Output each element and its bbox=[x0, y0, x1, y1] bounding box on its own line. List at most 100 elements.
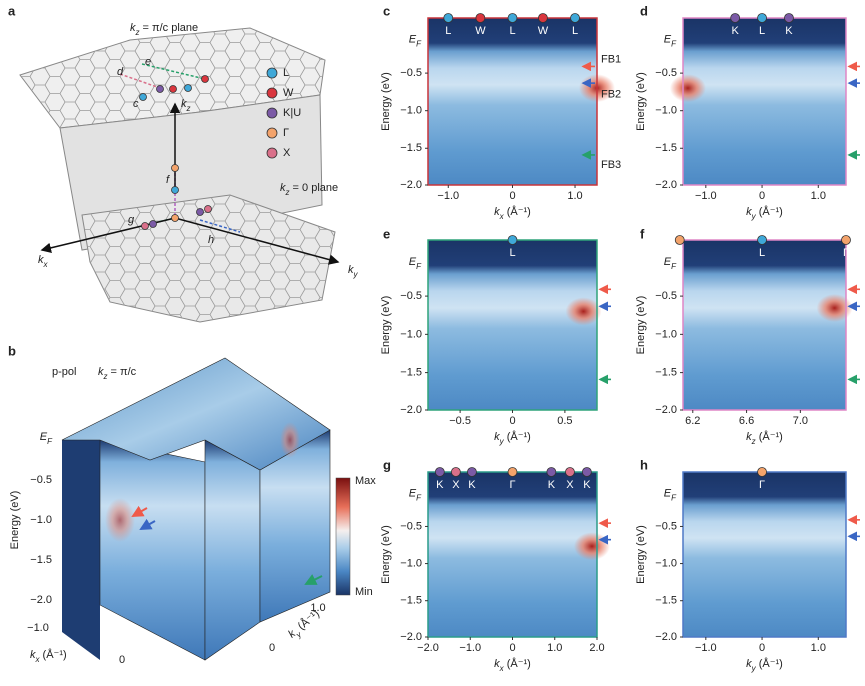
x-tick-label: 0 bbox=[759, 642, 765, 654]
path-letter: e bbox=[145, 56, 151, 68]
ef-tick: EF bbox=[664, 256, 677, 271]
panel-label: g bbox=[383, 457, 391, 472]
axis-label: kz bbox=[181, 98, 191, 113]
point-marker bbox=[757, 235, 767, 245]
point-marker bbox=[565, 467, 575, 477]
colorbar-label: Max bbox=[355, 475, 376, 487]
cube-3d bbox=[61, 357, 351, 661]
path-letter: f bbox=[166, 174, 170, 186]
path-letter: h bbox=[208, 234, 214, 246]
legend-label: W bbox=[283, 87, 294, 99]
ef-tick: EF bbox=[664, 34, 677, 49]
spectrum-map bbox=[428, 18, 597, 185]
axis-label-symbol: k bbox=[348, 264, 354, 276]
legend-dot bbox=[266, 147, 278, 159]
point-marker bbox=[841, 235, 851, 245]
axis-label: ky bbox=[348, 264, 359, 279]
y-tick-label: −2.0 bbox=[400, 404, 422, 416]
x-tick-label: −0.5 bbox=[449, 415, 471, 427]
point-label: K bbox=[785, 25, 793, 37]
y-axis-label: Energy (eV) bbox=[635, 296, 647, 355]
x-axis-label-sub: y bbox=[499, 437, 505, 446]
point-marker bbox=[546, 467, 557, 477]
x-axis-label-sub: x bbox=[499, 212, 505, 221]
colorbar-label: Min bbox=[355, 586, 373, 598]
point-label: Γ bbox=[677, 247, 683, 259]
legend-dot bbox=[266, 67, 278, 79]
x-axis-label-symbol: k bbox=[494, 431, 500, 443]
y-tick-label: −1.0 bbox=[400, 557, 422, 569]
intensity-spot bbox=[669, 74, 706, 103]
point-label: L bbox=[509, 25, 515, 37]
ef-tick-sub: F bbox=[671, 262, 677, 271]
x-tick-label: 0 bbox=[509, 190, 515, 202]
y-tick-label: −1.5 bbox=[655, 142, 677, 154]
point-marker bbox=[581, 467, 592, 477]
axis-label-sub: z bbox=[186, 104, 191, 113]
ef-tick: EF bbox=[409, 487, 422, 502]
point-marker bbox=[507, 467, 518, 477]
point-marker bbox=[538, 13, 548, 23]
ef-tick-sub: F bbox=[671, 39, 677, 48]
intensity-spot bbox=[565, 297, 602, 326]
x-tick-label: −1.0 bbox=[459, 642, 481, 654]
x-axis-label: ky (Å⁻¹) bbox=[746, 205, 783, 221]
y-tick-label: −1.5 bbox=[655, 595, 677, 607]
y-axis-label: Energy (eV) bbox=[380, 296, 392, 355]
x-tick-label: 1.0 bbox=[547, 642, 562, 654]
point-label: L bbox=[445, 25, 451, 37]
x-axis-label-symbol: k bbox=[494, 206, 500, 218]
x-tick-label: −1.0 bbox=[695, 190, 717, 202]
x-tick-label: 1.0 bbox=[811, 190, 826, 202]
bz-sketch bbox=[19, 27, 340, 323]
x-axis-label-sub: z bbox=[751, 437, 756, 446]
legend-dot bbox=[266, 127, 278, 139]
point-label: K bbox=[583, 479, 591, 491]
ef-tick: EF bbox=[409, 256, 422, 271]
y-tick-label: −0.5 bbox=[655, 520, 677, 532]
axis-label-symbol: k bbox=[38, 254, 44, 266]
x-axis-label-sub: x bbox=[35, 655, 41, 664]
plane-label-symbol: k bbox=[98, 366, 104, 378]
point-label: K bbox=[548, 479, 556, 491]
x-axis-label: kz (Å⁻¹) bbox=[746, 430, 783, 446]
x-tick-label: 6.2 bbox=[685, 415, 700, 427]
ef-tick-symbol: E bbox=[40, 431, 48, 443]
x-tick-label: −1.0 bbox=[27, 622, 49, 634]
y-tick-label: −1.5 bbox=[400, 142, 422, 154]
point-marker bbox=[757, 467, 767, 477]
y-tick-label: −2.0 bbox=[655, 631, 677, 643]
plane-label-rest: = π/c bbox=[108, 366, 137, 378]
ef-tick-sub: F bbox=[416, 493, 422, 502]
point-label: X bbox=[566, 479, 574, 491]
x-axis-label-symbol: k bbox=[746, 206, 752, 218]
point-label: Γ bbox=[759, 479, 765, 491]
point-marker bbox=[674, 235, 685, 245]
panel-label: f bbox=[640, 226, 645, 241]
path-letter: d bbox=[117, 66, 124, 78]
band-label: FB3 bbox=[601, 159, 621, 171]
x-axis-label-symbol: k bbox=[494, 658, 500, 670]
ef-tick-sub: F bbox=[671, 493, 677, 502]
panel-label: a bbox=[8, 3, 16, 18]
point-label: L bbox=[572, 25, 578, 37]
x-tick-label: 6.6 bbox=[739, 415, 754, 427]
x-axis-label-sub: y bbox=[751, 212, 757, 221]
point-label: L bbox=[509, 247, 515, 259]
ef-tick-sub: F bbox=[416, 262, 422, 271]
x-tick-label: 0 bbox=[509, 642, 515, 654]
plane-label-sub: z bbox=[135, 28, 140, 37]
axis-label-sub: y bbox=[353, 270, 359, 279]
y-tick-label: −0.5 bbox=[30, 474, 52, 486]
panel-label: c bbox=[383, 3, 390, 18]
x-axis-label-sub: y bbox=[751, 664, 757, 673]
x-tick-label: −1.0 bbox=[437, 190, 459, 202]
band-label: FB2 bbox=[601, 89, 621, 101]
x-tick-label: −2.0 bbox=[417, 642, 439, 654]
ef-tick-symbol: E bbox=[664, 256, 672, 268]
x-axis-label: kx (Å⁻¹) bbox=[494, 657, 531, 673]
plane-label-symbol: k bbox=[280, 182, 286, 194]
x-axis-label: kx (Å⁻¹) bbox=[494, 205, 531, 221]
x-axis-label-rest: (Å⁻¹) bbox=[756, 657, 783, 670]
